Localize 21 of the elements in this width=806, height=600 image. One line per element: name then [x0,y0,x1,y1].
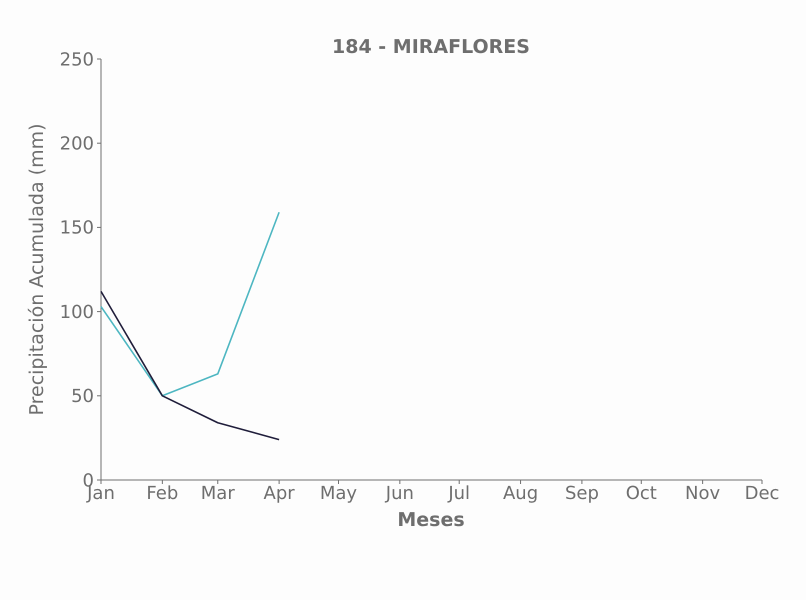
y-tick-label: 150 [60,218,94,239]
x-tick-label: Sep [564,483,599,504]
x-tick-label: Apr [264,483,296,504]
y-tick-label: 250 [60,49,94,70]
y-tick-label: 100 [60,302,94,323]
x-tick-label: Dec [744,483,780,504]
y-axis-title: Precipitación Acumulada (mm) [26,123,48,416]
chart-title: 184 - MIRAFLORES [332,36,530,58]
x-tick-label: Aug [502,483,538,504]
x-tick-label: Oct [626,483,657,504]
x-tick-label: Nov [685,483,721,504]
x-tick-label: May [320,483,358,504]
x-tick-label: Jul [447,483,470,504]
x-tick-label: Feb [146,483,178,504]
y-tick-label: 50 [71,386,94,408]
y-tick-label: 200 [60,134,94,154]
line-series [100,290,280,440]
line-series [100,211,280,397]
x-axis-title: Meses [397,509,465,531]
x-tick-label: Mar [200,483,236,504]
x-tick-label: Jun [384,483,414,504]
